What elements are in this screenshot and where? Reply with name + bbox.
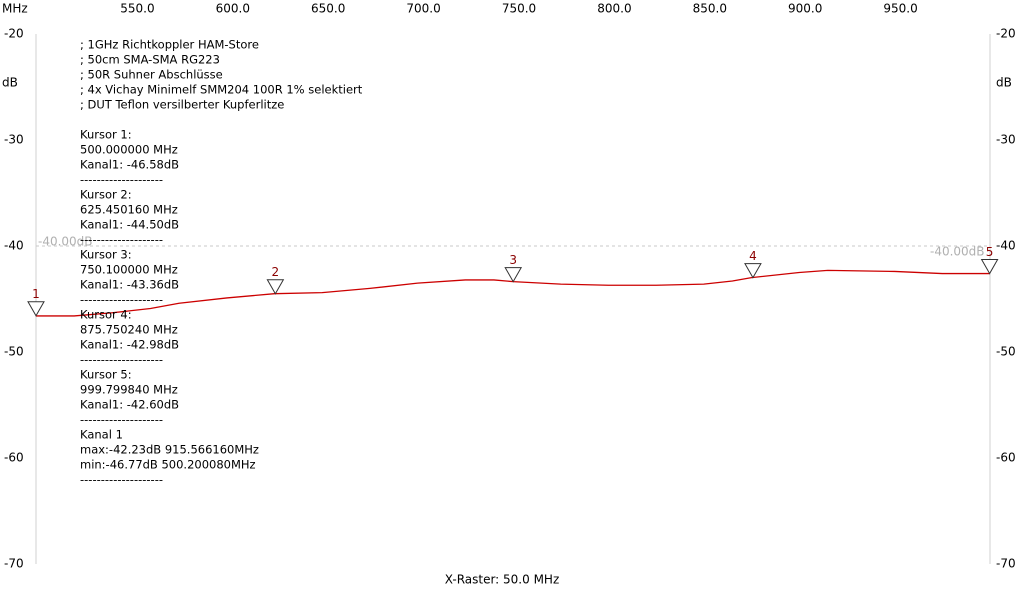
- cursor-level: Kanal1: -46.58dB: [80, 158, 179, 172]
- marker-label: 4: [749, 249, 757, 263]
- cursor-level: Kanal1: -42.60dB: [80, 398, 179, 412]
- marker-label: 1: [32, 287, 40, 301]
- marker: [266, 279, 285, 295]
- y-tick-label-left: -50: [4, 345, 24, 359]
- cursor-freq: 875.750240 MHz: [80, 323, 178, 337]
- note: ; 50cm SMA-SMA RG223: [80, 53, 220, 67]
- x-tick-label: 850.0: [693, 2, 727, 16]
- cursor-title: Kursor 4:: [80, 308, 132, 322]
- cursor-title: Kursor 2:: [80, 188, 132, 202]
- x-tick-label: 900.0: [788, 2, 822, 16]
- reference-label-left: -40.00dB: [38, 235, 93, 249]
- note: ; 1GHz Richtkoppler HAM-Store: [80, 38, 259, 52]
- y-tick-label-right: -40: [996, 239, 1016, 253]
- cursor-title: Kursor 1:: [80, 128, 132, 142]
- y-tick-label-left: -20: [4, 27, 24, 41]
- y-tick-label-right: -20: [996, 27, 1016, 41]
- summary-line: min:-46.77dB 500.200080MHz: [80, 458, 256, 472]
- summary-line: max:-42.23dB 915.566160MHz: [80, 443, 259, 457]
- cursor-freq: 999.799840 MHz: [80, 383, 178, 397]
- x-tick-label: 800.0: [597, 2, 631, 16]
- marker: [744, 263, 762, 279]
- x-unit: MHz: [2, 2, 28, 16]
- y-tick-label-right: -30: [996, 133, 1016, 147]
- marker: [504, 267, 523, 283]
- cursor-level: Kanal1: -43.36dB: [80, 278, 179, 292]
- cursor-freq: 750.100000 MHz: [80, 263, 178, 277]
- y-unit-right: dB: [996, 76, 1012, 90]
- note: ; 50R Suhner Abschlüsse: [80, 68, 223, 82]
- marker-label: 5: [986, 245, 994, 259]
- marker-label: 2: [272, 265, 280, 279]
- y-tick-label-left: -40: [4, 239, 24, 253]
- cursor-freq: 625.450160 MHz: [80, 203, 178, 217]
- reference-label-right: -40.00dB: [930, 245, 985, 259]
- separator: --------------------: [80, 473, 163, 487]
- trace: [36, 269, 990, 317]
- x-tick-label: 650.0: [311, 2, 345, 16]
- x-tick-label: 700.0: [406, 2, 440, 16]
- summary-title: Kanal 1: [80, 428, 123, 442]
- note: ; 4x Vichay Minimelf SMM204 100R 1% sele…: [80, 83, 363, 97]
- cursor-title: Kursor 3:: [80, 248, 132, 262]
- separator: --------------------: [80, 233, 163, 247]
- x-tick-label: 550.0: [120, 2, 154, 16]
- x-tick-label: 950.0: [883, 2, 917, 16]
- cursor-level: Kanal1: -42.98dB: [80, 338, 179, 352]
- y-tick-label-right: -50: [996, 345, 1016, 359]
- cursor-title: Kursor 5:: [80, 368, 132, 382]
- separator: --------------------: [80, 293, 163, 307]
- y-tick-label-left: -60: [4, 451, 24, 465]
- y-unit-left: dB: [2, 76, 18, 90]
- x-tick-label: 600.0: [216, 2, 250, 16]
- separator: --------------------: [80, 173, 163, 187]
- y-tick-label-right: -60: [996, 451, 1016, 465]
- marker-label: 3: [509, 253, 517, 267]
- marker: [27, 301, 45, 317]
- y-tick-label-left: -70: [4, 557, 24, 571]
- x-tick-label: 750.0: [502, 2, 536, 16]
- separator: --------------------: [80, 413, 163, 427]
- x-raster: X-Raster: 50.0 MHz: [445, 573, 560, 587]
- cursor-freq: 500.000000 MHz: [80, 143, 178, 157]
- y-tick-label-right: -70: [996, 557, 1016, 571]
- y-tick-label-left: -30: [4, 133, 24, 147]
- note: ; DUT Teflon versilberter Kupferlitze: [80, 98, 284, 112]
- separator: --------------------: [80, 353, 163, 367]
- marker: [980, 259, 999, 275]
- cursor-level: Kanal1: -44.50dB: [80, 218, 179, 232]
